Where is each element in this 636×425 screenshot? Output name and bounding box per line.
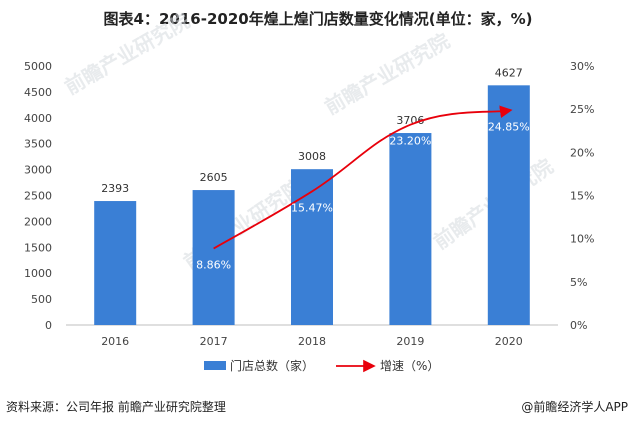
growth-value-label: 15.47%	[291, 201, 333, 214]
y-right-tick-label: 0%	[570, 319, 587, 332]
bar-value-label: 2605	[200, 171, 228, 184]
bar-value-label: 3706	[396, 114, 424, 127]
line-series: 8.86% 15.47% 23.20% 24.85%	[196, 105, 530, 272]
bar	[291, 169, 333, 325]
growth-line	[213, 105, 513, 250]
y-right-tick-label: 30%	[570, 60, 594, 73]
y-left-tick-label: 1500	[24, 241, 52, 254]
watermark-1: 前瞻产业研究院	[321, 29, 454, 120]
bar	[192, 190, 235, 325]
bar-series: 2393 2605 3008 3706 4627	[94, 66, 530, 325]
y-left-tick-label: 2000	[24, 215, 52, 228]
x-tick-label: 2020	[495, 335, 523, 348]
y-left-tick-label: 0	[45, 319, 52, 332]
legend-bar-label: 门店总数（家）	[230, 358, 314, 373]
y-left-tick-label: 5000	[24, 60, 52, 73]
x-tick-label: 2019	[396, 335, 424, 348]
y-right-tick-label: 20%	[570, 146, 594, 159]
bar-value-label: 4627	[495, 66, 523, 79]
bar-value-label: 3008	[298, 150, 326, 163]
y-left-tick-label: 3500	[24, 138, 52, 151]
brand-credit: @前瞻经济学人APP	[521, 400, 628, 414]
x-tick-label: 2017	[200, 335, 228, 348]
growth-value-label: 8.86%	[196, 259, 231, 272]
bar	[94, 201, 137, 325]
y-right-tick-label: 15%	[570, 190, 594, 203]
bar	[389, 133, 432, 325]
legend-bar-swatch	[204, 361, 226, 370]
y-left-tick-label: 4000	[24, 112, 52, 125]
y-left-tick-label: 1000	[24, 267, 52, 280]
y-left-tick-label: 2500	[24, 190, 52, 203]
x-tick-label: 2018	[298, 335, 326, 348]
bar-value-label: 2393	[101, 182, 129, 195]
y-left-tick-label: 500	[31, 293, 52, 306]
bar	[487, 85, 530, 325]
legend: 门店总数（家） 增速（%）	[204, 358, 439, 373]
source-note: 资料来源：公司年报 前瞻产业研究院整理	[6, 400, 226, 414]
y-left-tick-label: 3000	[24, 164, 52, 177]
growth-value-label: 24.85%	[488, 120, 530, 133]
axes: 0 500 1000 1500 2000 2500 3000 3500 4000 4500 5000…	[24, 60, 594, 348]
y-right-tick-label: 10%	[570, 233, 594, 246]
chart-title: 图表4：2016-2020年煌上煌门店数量变化情况(单位：家，%)	[103, 10, 533, 28]
y-right-tick-label: 5%	[570, 276, 587, 289]
x-tick-label: 2016	[101, 335, 129, 348]
legend-line-label: 增速（%）	[380, 359, 439, 373]
y-right-tick-label: 25%	[570, 103, 594, 116]
growth-value-label: 23.20%	[389, 135, 431, 148]
watermark-0: 前瞻产业研究院	[61, 9, 194, 100]
y-left-tick-label: 4500	[24, 86, 52, 99]
